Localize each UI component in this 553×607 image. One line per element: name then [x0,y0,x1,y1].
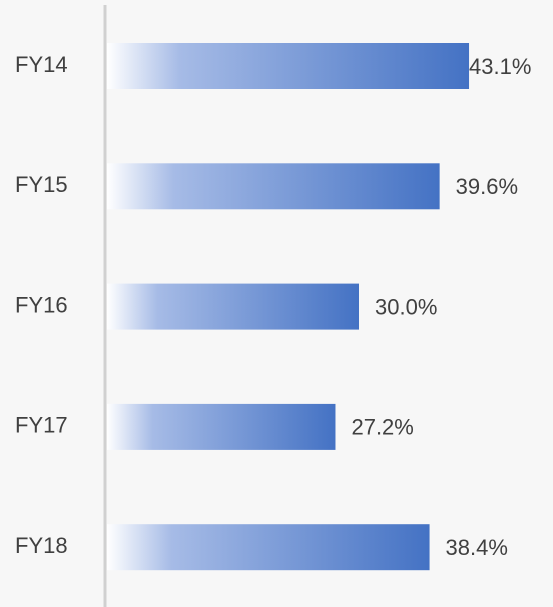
category-label: FY14 [15,52,68,77]
bar [107,43,470,89]
value-label: 39.6% [456,174,518,199]
bar [107,163,440,210]
bar [107,524,430,571]
value-label: 38.4% [446,535,508,560]
category-label: FY16 [15,292,68,317]
category-label: FY15 [15,172,68,197]
value-label: 43.1% [469,54,531,79]
bar [107,283,359,330]
category-label: FY18 [15,533,68,558]
category-label: FY17 [15,413,68,438]
value-label: 27.2% [351,415,413,440]
value-label: 30.0% [375,294,437,319]
bar [107,403,336,450]
